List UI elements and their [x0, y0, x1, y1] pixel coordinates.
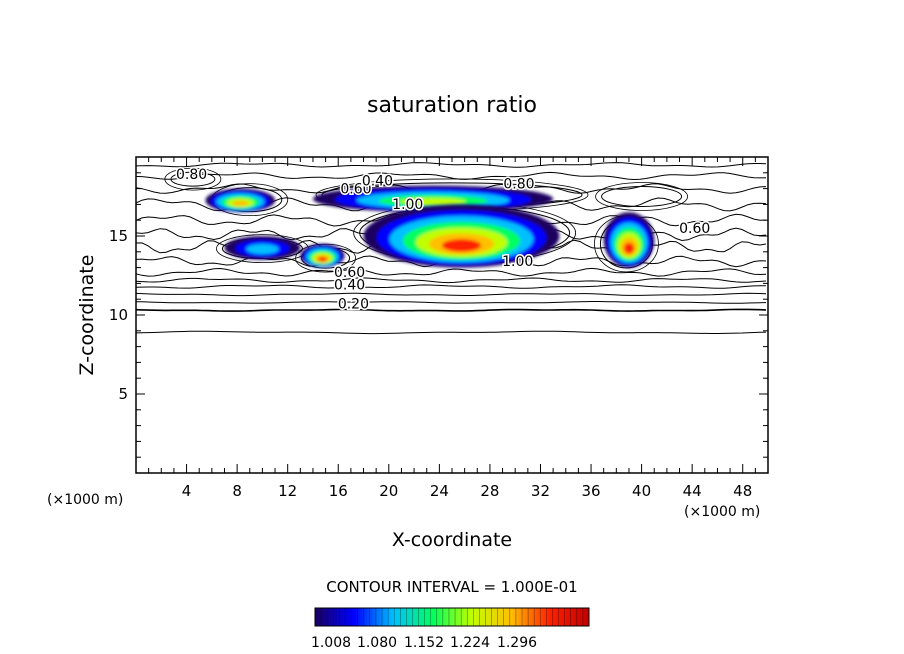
contour-line [164, 167, 222, 191]
contour-label: 0.20 [338, 297, 369, 313]
colorbar-label: 1.080 [357, 635, 397, 651]
region-layer [623, 242, 635, 254]
x-axis-label: X-coordinate [392, 529, 512, 551]
z-unit-label: (×1000 m) [47, 492, 123, 508]
contour-label: 1.00 [392, 197, 423, 213]
region-layer [400, 197, 466, 206]
contour-line [136, 284, 767, 289]
region-layer [232, 200, 249, 207]
x-tick-label: 32 [531, 482, 550, 500]
y-axis: 5 10 15 [109, 172, 768, 458]
contour-label: 0.60 [334, 265, 365, 281]
region-layer [318, 256, 327, 262]
contour-label: 0.80 [503, 177, 534, 193]
x-unit-label: (×1000 m) [684, 504, 760, 520]
region-layer [441, 239, 482, 252]
contour-label: 1.00 [502, 254, 533, 270]
x-tick-label: 40 [632, 482, 651, 500]
y-tick-label: 10 [109, 306, 128, 324]
chart-title: saturation ratio [367, 93, 537, 118]
colorbar-labels: 1.008 1.080 1.152 1.224 1.296 [311, 635, 537, 651]
contour-line [136, 267, 767, 277]
y-axis-label: Z-coordinate [76, 255, 98, 376]
x-tick-label: 24 [430, 482, 449, 500]
contour-line [136, 171, 767, 181]
contour-line [595, 182, 688, 211]
x-tick-label: 44 [683, 482, 702, 500]
y-tick-label: 15 [109, 227, 128, 245]
x-tick-label: 48 [733, 482, 752, 500]
x-tick-label: 8 [232, 482, 242, 500]
contour-line [136, 330, 767, 335]
contour-label: 0.80 [176, 167, 207, 183]
contour-line [601, 186, 683, 207]
contour-label: 0.40 [362, 173, 393, 189]
x-tick-label: 4 [182, 482, 192, 500]
contour-label: 0.40 [334, 278, 365, 294]
supersaturation-region [312, 185, 554, 213]
region-layer [246, 243, 279, 255]
x-axis: 4 8 12 16 20 24 28 32 36 40 44 48 [148, 157, 756, 500]
x-tick-label: 36 [581, 482, 600, 500]
contour-line [136, 292, 767, 297]
contour-line [136, 301, 767, 304]
x-tick-label: 16 [329, 482, 348, 500]
contour-line [136, 308, 767, 312]
colorbar-label: 1.008 [311, 635, 351, 651]
supersaturation-region [300, 243, 345, 268]
colorbar-label: 1.152 [404, 635, 444, 651]
x-tick-label: 28 [480, 482, 499, 500]
x-tick-label: 12 [278, 482, 297, 500]
colorbar-label: 1.224 [450, 635, 490, 651]
contour-label: 0.60 [679, 221, 710, 237]
contour-line [170, 171, 216, 187]
supersaturation-region [205, 188, 276, 213]
contour-line [136, 277, 767, 284]
colorbar-ticks [314, 608, 590, 626]
colorbar [314, 607, 590, 627]
contour-interval-text: CONTOUR INTERVAL = 1.000E-01 [326, 578, 577, 596]
supersaturation-region [603, 212, 655, 268]
contour-line [136, 162, 767, 168]
supersaturation-region [363, 204, 560, 268]
x-tick-label: 20 [379, 482, 398, 500]
supersaturation-fill [205, 185, 655, 268]
y-tick-label: 5 [118, 385, 128, 403]
supersaturation-region [224, 236, 301, 260]
contour-label: 0.60 [340, 181, 371, 197]
contour-labels: 0.800.600.40 0.801.000.601.000.600.400.20 [175, 166, 712, 315]
colorbar-label: 1.296 [497, 635, 537, 651]
